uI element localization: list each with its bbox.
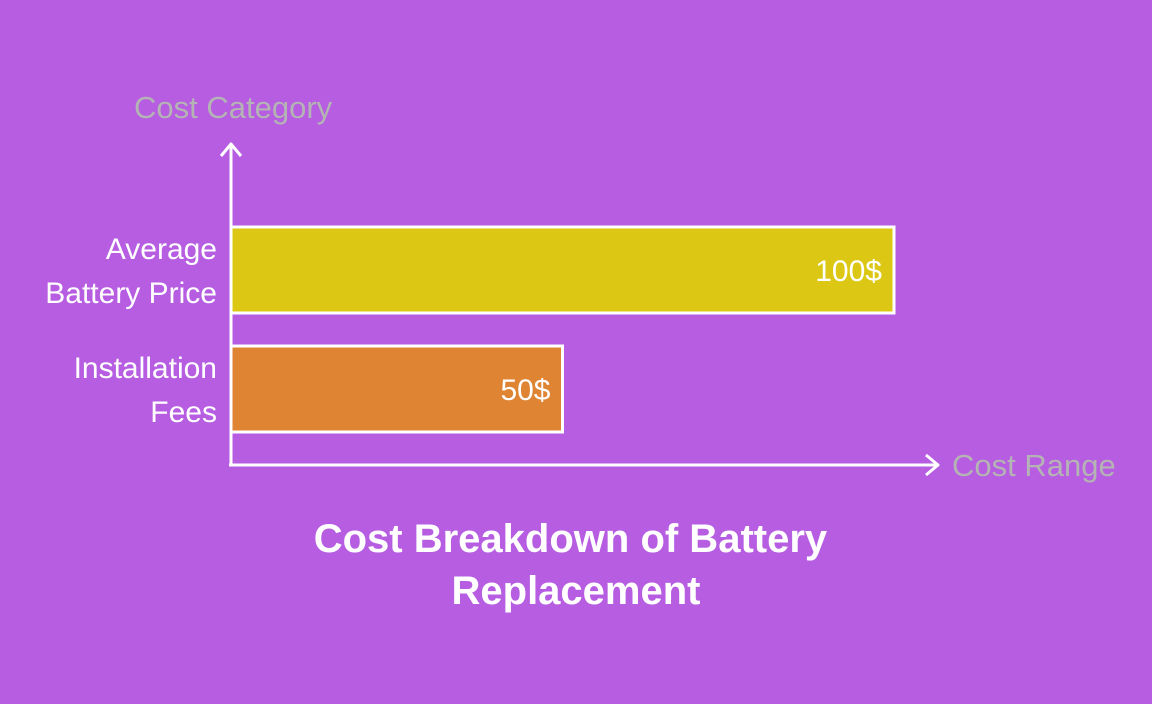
- category-label-installation-fees: Installation Fees: [74, 352, 217, 429]
- x-axis-title: Cost Range: [952, 448, 1116, 483]
- y-axis-arrow: [219, 142, 243, 157]
- category-label-line: Battery Price: [45, 277, 217, 310]
- chart-title: Cost Breakdown of Battery Replacement: [314, 517, 839, 613]
- x-axis-arrow: [925, 453, 940, 477]
- category-label-line: Installation: [74, 352, 217, 385]
- category-label-average-battery-price: Average Battery Price: [45, 233, 217, 310]
- category-label-line: Fees: [150, 396, 217, 429]
- chart-title-line-2: Replacement: [452, 569, 701, 613]
- value-label-average-battery-price: 100$: [815, 255, 882, 288]
- bar-average-battery-price: [229, 225, 896, 315]
- bar-installation-fees: [229, 344, 564, 434]
- chart-title-line-1: Cost Breakdown of Battery: [314, 517, 828, 561]
- y-axis-title: Cost Category: [134, 90, 333, 125]
- category-label-line: Average: [106, 233, 217, 266]
- bars-group: 100$ Average Battery Price 50$ Installation F…: [45, 225, 896, 434]
- value-label-installation-fees: 50$: [500, 374, 550, 407]
